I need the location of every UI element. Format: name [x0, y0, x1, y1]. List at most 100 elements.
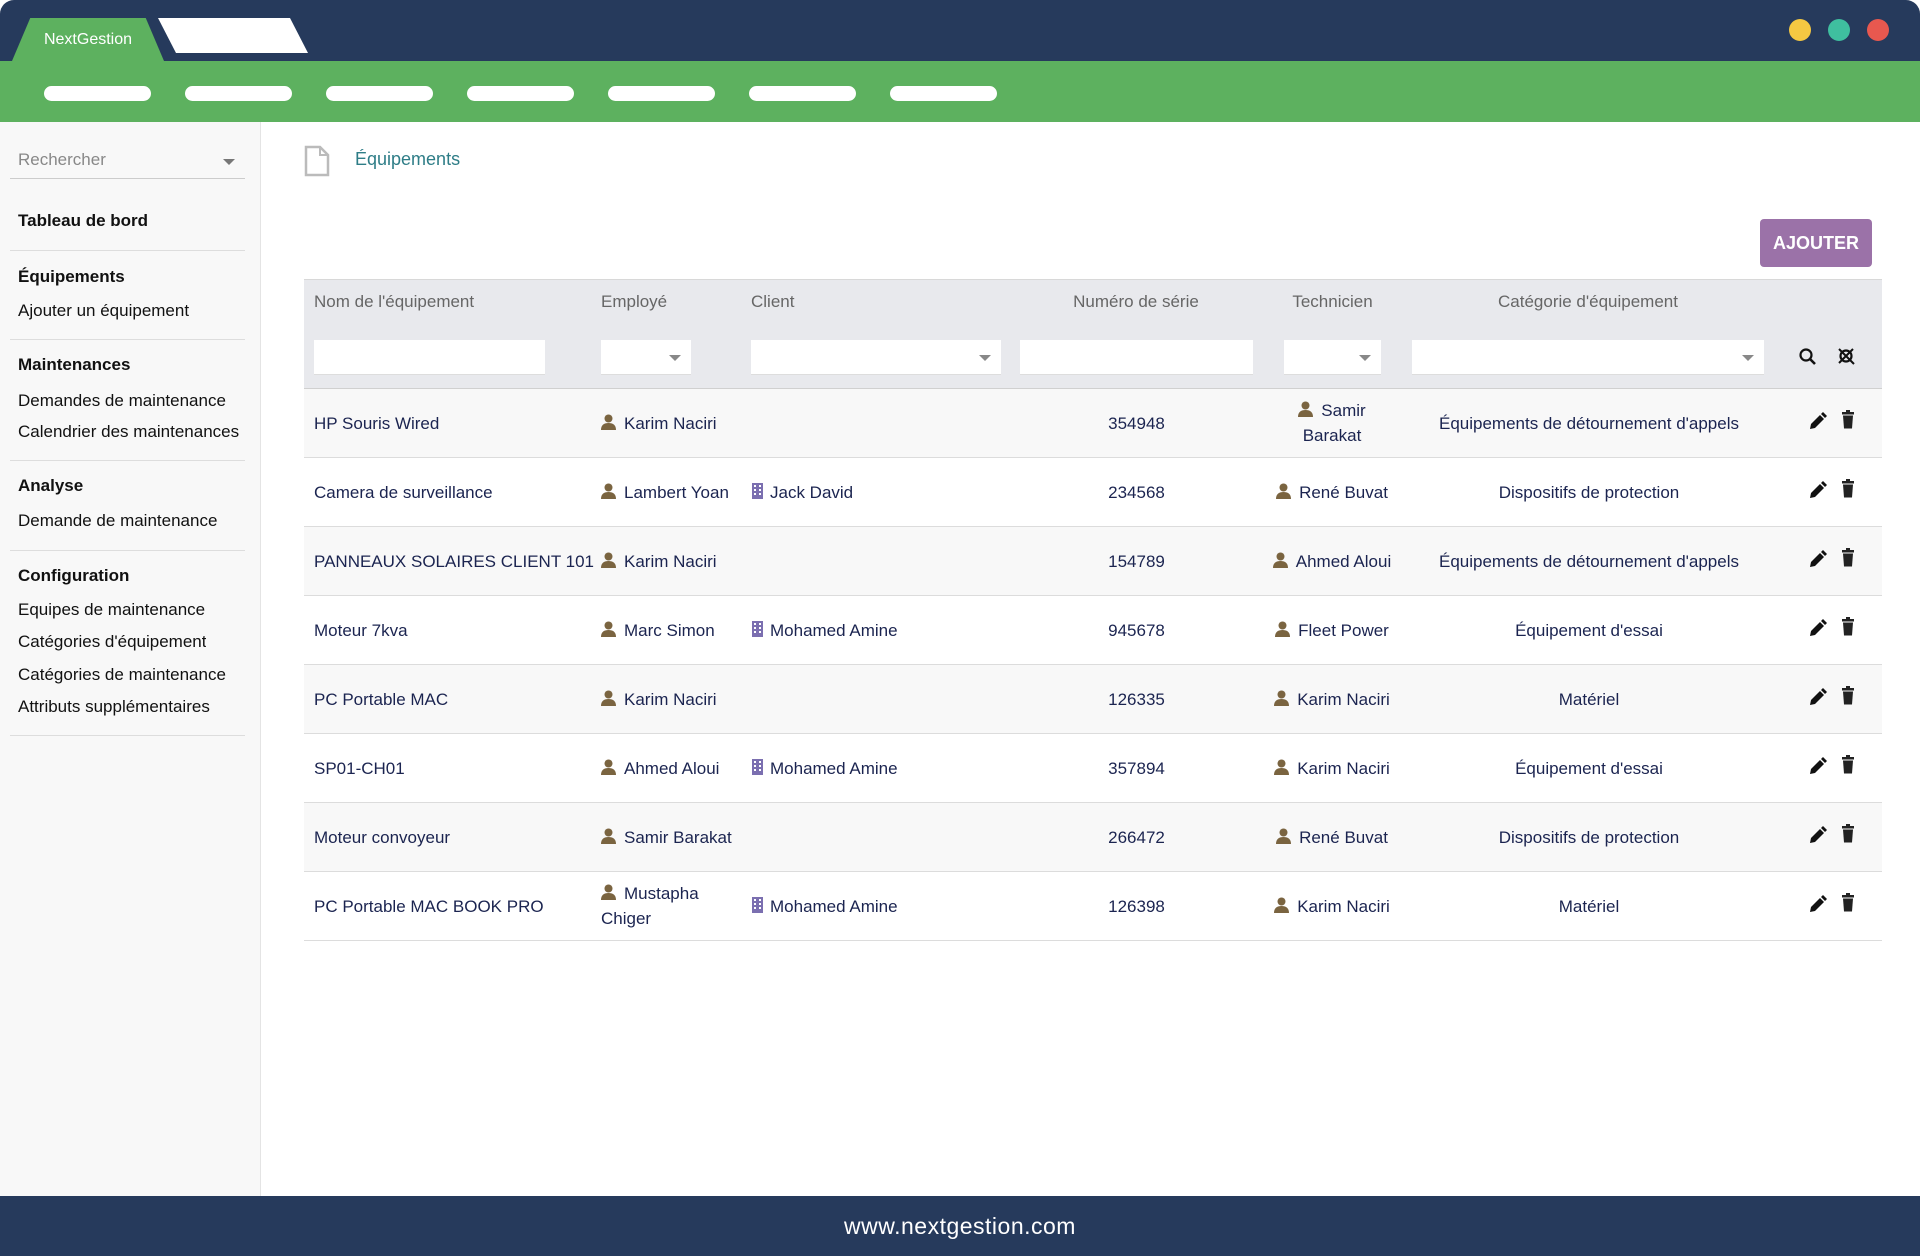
- serial-text: 354948: [1108, 413, 1165, 433]
- sidebar-section-1[interactable]: Équipements: [18, 267, 125, 286]
- table-row[interactable]: Moteur convoyeur Samir Barakat 266472 René …: [304, 803, 1882, 872]
- close-dot[interactable]: [1867, 19, 1889, 41]
- footer-url[interactable]: www.nextgestion.com: [0, 1196, 1920, 1256]
- edit-icon[interactable]: [1806, 480, 1828, 502]
- col-serial[interactable]: Numéro de série: [1073, 292, 1199, 311]
- filter-client-select[interactable]: [751, 340, 1001, 375]
- nav-item-7[interactable]: [890, 86, 997, 101]
- col-client[interactable]: Client: [751, 292, 795, 311]
- nav-item-1[interactable]: [44, 86, 151, 101]
- col-employee[interactable]: Employé: [601, 292, 668, 311]
- table-row[interactable]: PC Portable MAC BOOK PRO Mustapha Chiger M…: [304, 872, 1882, 941]
- delete-icon[interactable]: [1838, 823, 1860, 845]
- search-icon[interactable]: [1793, 342, 1823, 372]
- delete-icon[interactable]: [1838, 892, 1860, 914]
- nav-item-5[interactable]: [608, 86, 715, 101]
- equipment-name[interactable]: SP01-CH01: [314, 734, 594, 802]
- filter-name-input[interactable]: [314, 340, 545, 375]
- employee-cell: Marc Simon: [601, 596, 735, 664]
- table-row[interactable]: Moteur 7kva Marc Simon Mohamed Amine 945678…: [304, 596, 1882, 665]
- chevron-down-icon: [669, 355, 681, 361]
- filter-category-select[interactable]: [1412, 340, 1764, 375]
- sidebar-item[interactable]: Attributs supplémentaires: [18, 697, 210, 716]
- delete-icon[interactable]: [1838, 754, 1860, 776]
- delete-icon[interactable]: [1838, 547, 1860, 569]
- maximize-dot[interactable]: [1828, 19, 1850, 41]
- table-row[interactable]: Camera de surveillance Lambert Yoan Jack D…: [304, 458, 1882, 527]
- sidebar-item[interactable]: Calendrier des maintenances: [18, 422, 240, 441]
- search-select[interactable]: Rechercher: [10, 145, 245, 179]
- tab-blank[interactable]: [158, 18, 308, 53]
- sidebar-item[interactable]: Demandes de maintenance: [18, 391, 226, 410]
- sidebar-item[interactable]: Equipes de maintenance: [18, 600, 206, 619]
- person-icon: [601, 414, 616, 430]
- sidebar-section-2[interactable]: Maintenances: [18, 355, 131, 374]
- breadcrumb[interactable]: Équipements: [355, 149, 461, 169]
- delete-icon[interactable]: [1838, 616, 1860, 638]
- filter-serial-input[interactable]: [1020, 340, 1253, 375]
- nav-item-6[interactable]: [749, 86, 856, 101]
- equipment-name[interactable]: PANNEAUX SOLAIRES CLIENT 101: [314, 527, 594, 595]
- filter-technician-select[interactable]: [1284, 340, 1381, 375]
- filter-employee-select[interactable]: [601, 340, 691, 375]
- add-button[interactable]: AJOUTER: [1760, 219, 1872, 267]
- nav-item-3[interactable]: [326, 86, 433, 101]
- minimize-dot[interactable]: [1789, 19, 1811, 41]
- edit-icon[interactable]: [1806, 687, 1828, 709]
- equipment-name[interactable]: PC Portable MAC: [314, 665, 594, 733]
- table-row[interactable]: SP01-CH01 Ahmed Aloui Mohamed Amine 357894 K…: [304, 734, 1882, 803]
- equipment-name-text: Moteur 7kva: [314, 620, 408, 640]
- employee-name: Mustapha Chiger: [601, 884, 699, 928]
- technician-cell: René Buvat: [1270, 458, 1394, 526]
- sidebar-section-4[interactable]: Configuration: [18, 566, 130, 585]
- edit-icon[interactable]: [1806, 618, 1828, 640]
- edit-icon[interactable]: [1806, 411, 1828, 433]
- table-row[interactable]: PC Portable MAC Karim Naciri 126335 Karim N…: [304, 665, 1882, 734]
- sidebar-item[interactable]: Ajouter un équipement: [18, 301, 190, 320]
- technician-wrap: René Buvat: [1276, 825, 1388, 850]
- delete-icon[interactable]: [1838, 685, 1860, 707]
- equipment-name[interactable]: Moteur 7kva: [314, 596, 594, 664]
- category-text: Équipement d'essai: [1515, 758, 1663, 778]
- sidebar-item[interactable]: Catégories d'équipement: [18, 632, 207, 651]
- table-row[interactable]: HP Souris Wired Karim Naciri 354948 Samir B…: [304, 389, 1882, 458]
- client-name: Mohamed Amine: [770, 758, 898, 778]
- col-technician[interactable]: Technicien: [1292, 292, 1373, 311]
- col-name[interactable]: Nom de l'équipement: [314, 292, 475, 311]
- table-header: Nom de l'équipement Employé Client Numér…: [304, 279, 1882, 389]
- table-row[interactable]: PANNEAUX SOLAIRES CLIENT 101 Karim Naciri…: [304, 527, 1882, 596]
- edit-icon[interactable]: [1806, 549, 1828, 571]
- sidebar-section-3[interactable]: Analyse: [18, 476, 84, 495]
- nav-item-2[interactable]: [185, 86, 292, 101]
- employee-wrap: Mustapha Chiger: [601, 881, 735, 931]
- employee-name: Karim Naciri: [624, 413, 717, 433]
- category-cell: Dispositifs de protection: [1404, 458, 1774, 526]
- search-placeholder: Rechercher: [18, 150, 106, 169]
- serial-text: 945678: [1108, 620, 1165, 640]
- nav-item-4[interactable]: [467, 86, 574, 101]
- delete-icon[interactable]: [1838, 409, 1860, 431]
- employee-wrap: Karim Naciri: [601, 549, 717, 574]
- equipment-name[interactable]: PC Portable MAC BOOK PRO: [314, 872, 594, 940]
- serial-text: 126335: [1108, 689, 1165, 709]
- edit-icon[interactable]: [1806, 756, 1828, 778]
- equipment-name[interactable]: Camera de surveillance: [314, 458, 594, 526]
- edit-icon[interactable]: [1806, 894, 1828, 916]
- technician-name: Karim Naciri: [1297, 758, 1390, 778]
- employee-cell: Karim Naciri: [601, 389, 735, 457]
- edit-icon[interactable]: [1806, 825, 1828, 847]
- delete-icon[interactable]: [1838, 478, 1860, 500]
- sidebar-divider: [10, 460, 245, 461]
- equipment-name[interactable]: Moteur convoyeur: [314, 803, 594, 871]
- serial-text: 234568: [1108, 482, 1165, 502]
- serial-number: 354948: [1020, 389, 1253, 457]
- tab-nextgestion[interactable]: NextGestion: [12, 18, 164, 61]
- sidebar-item[interactable]: Demande de maintenance: [18, 511, 218, 530]
- category-cell: Matériel: [1404, 872, 1774, 940]
- clear-filter-icon[interactable]: [1832, 342, 1862, 372]
- equipment-name[interactable]: HP Souris Wired: [314, 389, 594, 457]
- chevron-down-icon: [1742, 355, 1754, 361]
- col-category[interactable]: Catégorie d'équipement: [1498, 292, 1678, 311]
- sidebar-item[interactable]: Catégories de maintenance: [18, 665, 226, 684]
- sidebar-section-0[interactable]: Tableau de bord: [18, 211, 149, 230]
